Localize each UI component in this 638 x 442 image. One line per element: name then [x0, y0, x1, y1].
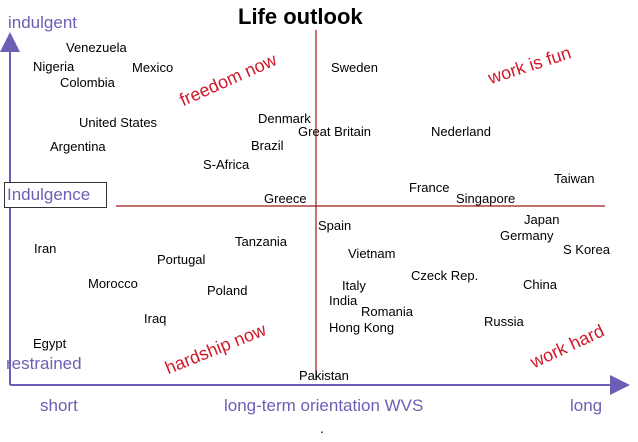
country-label: United States — [79, 115, 158, 130]
country-label: Mexico — [132, 60, 174, 75]
country-label: Italy — [342, 278, 366, 293]
country-label: Germany — [500, 228, 554, 243]
country-label: Sweden — [331, 60, 378, 75]
country-label: Vietnam — [348, 246, 396, 261]
footer-mark: . — [320, 420, 324, 436]
country-label: Brazil — [251, 138, 284, 153]
country-label: Argentina — [50, 139, 106, 154]
country-label: Denmark — [258, 111, 311, 126]
country-label: Russia — [484, 314, 524, 329]
country-label: Taiwan — [554, 171, 595, 186]
country-label: Singapore — [456, 191, 516, 206]
country-label: Colombia — [60, 75, 115, 90]
country-label: China — [523, 277, 557, 292]
country-label: Romania — [361, 304, 414, 319]
x-axis-left-label: short — [40, 396, 78, 415]
indulgence-label-box: Indulgence — [4, 182, 107, 208]
chart-title: Life outlook — [238, 4, 363, 29]
x-axis-center-label: long-term orientation WVS — [224, 396, 424, 415]
x-axis-right-label: long — [570, 396, 603, 415]
country-label: Venezuela — [66, 40, 127, 55]
country-label: Poland — [207, 283, 248, 298]
country-label: Iraq — [144, 311, 167, 326]
country-label: Egypt — [33, 336, 67, 351]
country-label: Japan — [524, 212, 560, 227]
country-label: Morocco — [88, 276, 138, 291]
country-label: Pakistan — [299, 368, 349, 383]
country-label: S Korea — [563, 242, 610, 257]
country-label: Great Britain — [298, 124, 371, 139]
country-label: Czeck Rep. — [411, 268, 479, 283]
country-label: France — [409, 180, 450, 195]
y-axis-bottom-label: restrained — [6, 354, 82, 373]
country-label: S-Africa — [203, 157, 250, 172]
country-label: Nederland — [431, 124, 491, 139]
y-axis-top-label: indulgent — [8, 13, 78, 32]
country-label: Hong Kong — [329, 320, 395, 335]
country-label: Portugal — [157, 252, 206, 267]
country-label: Iran — [34, 241, 57, 256]
country-label: Tanzania — [235, 234, 288, 249]
country-label: Greece — [264, 191, 307, 206]
country-label: India — [329, 293, 358, 308]
country-label: Nigeria — [33, 59, 75, 74]
country-label: Spain — [318, 218, 352, 233]
